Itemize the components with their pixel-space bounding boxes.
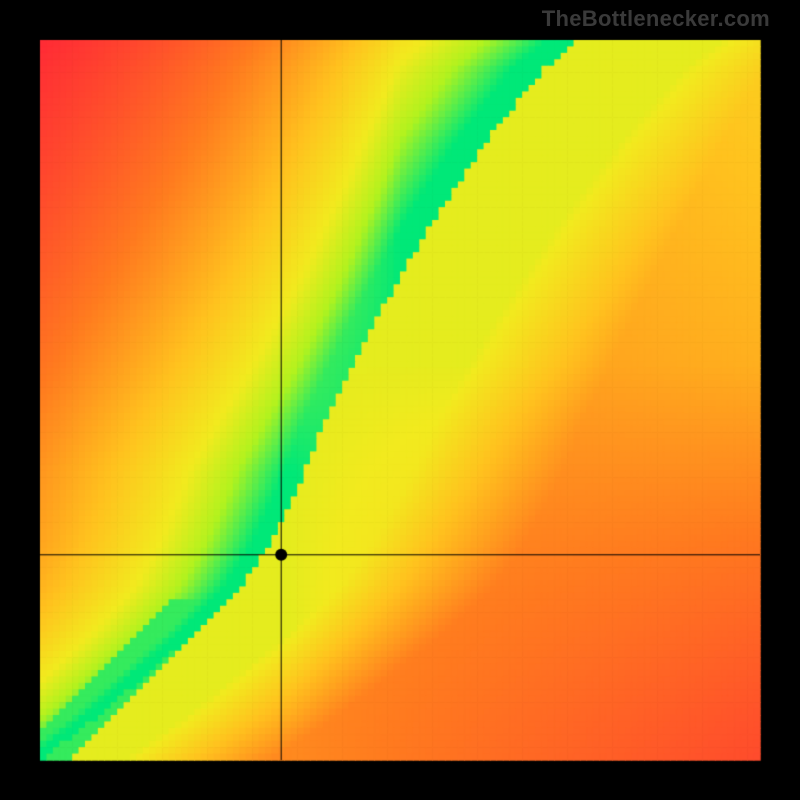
heatmap-canvas — [0, 0, 800, 800]
chart-container: TheBottlenecker.com — [0, 0, 800, 800]
watermark-text: TheBottlenecker.com — [542, 6, 770, 32]
